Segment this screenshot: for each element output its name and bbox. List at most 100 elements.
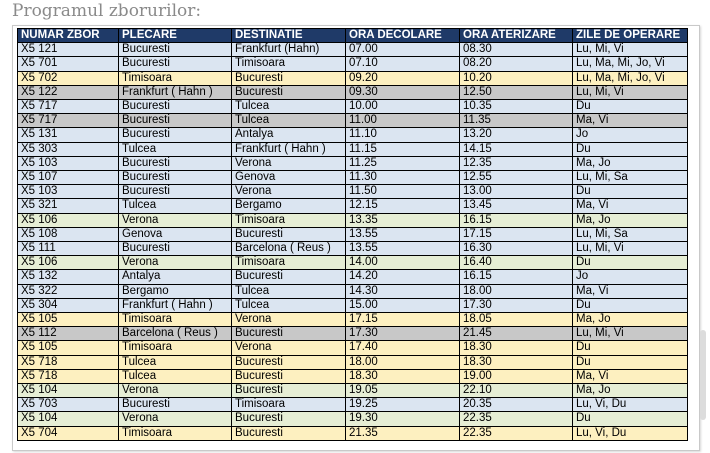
departure-cell: Verona — [118, 212, 232, 228]
operating-days-cell: Du — [572, 255, 688, 271]
landing-time-cell: 18.00 — [459, 283, 573, 299]
departure-cell: Timisoara — [118, 340, 232, 356]
flight-number-cell: X5 717 — [17, 99, 119, 115]
takeoff-time-cell: 17.30 — [345, 326, 460, 342]
flight-number-cell: X5 107 — [17, 170, 119, 186]
operating-days-cell: Lu, Mi, Sa — [572, 170, 688, 186]
operating-days-cell: Lu, Vi, Du — [572, 425, 688, 441]
table-row: X5 702 Timisoara Bucuresti 09.20 10.20 Lu, Ma… — [17, 70, 688, 86]
destination-cell: Timisoara — [231, 212, 346, 228]
takeoff-time-cell: 11.15 — [345, 141, 460, 157]
operating-days-cell: Ma, Jo — [572, 312, 688, 328]
takeoff-time-cell: 10.00 — [345, 99, 460, 115]
table-row: X5 132 Antalya Bucuresti 14.20 16.15 Jo — [17, 269, 688, 285]
table-row: X5 321 Tulcea Bergamo 12.15 13.45 Ma, Vi — [17, 198, 688, 214]
takeoff-time-cell: 14.30 — [345, 283, 460, 299]
flight-number-cell: X5 704 — [17, 425, 119, 441]
departure-cell: Bucuresti — [118, 56, 232, 72]
destination-cell: Bucuresti — [231, 354, 346, 370]
operating-days-cell: Ma, Vi — [572, 113, 688, 129]
flight-number-cell: X5 718 — [17, 354, 119, 370]
landing-time-cell: 11.35 — [459, 113, 573, 129]
destination-cell: Timisoara — [231, 56, 346, 72]
operating-days-cell: Du — [572, 340, 688, 356]
departure-cell: Genova — [118, 226, 232, 243]
landing-time-cell: 17.30 — [459, 297, 573, 314]
takeoff-time-cell: 19.25 — [345, 397, 460, 413]
flight-number-cell: X5 104 — [17, 383, 119, 399]
destination-cell: Tulcea — [231, 113, 346, 129]
departure-cell: Bucuresti — [118, 42, 232, 58]
table-row: X5 717 Bucuresti Tulcea 10.00 10.35 Du — [17, 99, 688, 115]
takeoff-time-cell: 19.05 — [345, 383, 460, 399]
destination-cell: Bucuresti — [231, 326, 346, 342]
landing-time-cell: 16.15 — [459, 212, 573, 228]
landing-time-cell: 16.15 — [459, 269, 573, 285]
operating-days-cell: Lu, Mi, Sa — [572, 226, 688, 243]
destination-cell: Tulcea — [231, 99, 346, 115]
departure-cell: Bucuresti — [118, 170, 232, 186]
operating-days-cell: Du — [572, 297, 688, 314]
departure-cell: Verona — [118, 255, 232, 271]
takeoff-time-cell: 11.50 — [345, 184, 460, 200]
departure-cell: Timisoara — [118, 70, 232, 86]
header-landing-time: ORA ATERIZARE — [459, 27, 573, 44]
takeoff-time-cell: 11.25 — [345, 155, 460, 172]
table-row: X5 717 Bucuresti Tulcea 11.00 11.35 Ma, Vi — [17, 113, 688, 129]
landing-time-cell: 13.20 — [459, 127, 573, 143]
table-row: X5 103 Bucuresti Verona 11.25 12.35 Ma, Jo — [17, 155, 688, 172]
operating-days-cell: Lu, Mi, Vi — [572, 326, 688, 342]
departure-cell: Bucuresti — [118, 113, 232, 129]
flight-number-cell: X5 303 — [17, 141, 119, 157]
table-row: X5 106 Verona Timisoara 14.00 16.40 Du — [17, 255, 688, 271]
destination-cell: Timisoara — [231, 397, 346, 413]
takeoff-time-cell: 09.20 — [345, 70, 460, 86]
takeoff-time-cell: 11.10 — [345, 127, 460, 143]
table-row: X5 112 Barcelona ( Reus ) Bucuresti 17.30 21… — [17, 326, 688, 342]
flight-number-cell: X5 106 — [17, 255, 119, 271]
landing-time-cell: 13.00 — [459, 184, 573, 200]
destination-cell: Timisoara — [231, 255, 346, 271]
table-row: X5 131 Bucuresti Antalya 11.10 13.20 Jo — [17, 127, 688, 143]
destination-cell: Verona — [231, 155, 346, 172]
takeoff-time-cell: 11.00 — [345, 113, 460, 129]
flight-schedule-table: NUMAR ZBOR PLECARE DESTINATIE ORA DECOLA… — [17, 27, 688, 441]
destination-cell: Bucuresti — [231, 411, 346, 427]
flight-number-cell: X5 111 — [17, 241, 119, 257]
takeoff-time-cell: 12.15 — [345, 198, 460, 214]
departure-cell: Verona — [118, 411, 232, 427]
departure-cell: Antalya — [118, 269, 232, 285]
departure-cell: Bergamo — [118, 283, 232, 299]
operating-days-cell: Jo — [572, 269, 688, 285]
flight-number-cell: X5 108 — [17, 226, 119, 243]
flight-number-cell: X5 104 — [17, 411, 119, 427]
table-row: X5 718 Tulcea Bucuresti 18.30 19.00 Ma, Vi — [17, 368, 688, 385]
table-row: X5 103 Bucuresti Verona 11.50 13.00 Du — [17, 184, 688, 200]
departure-cell: Timisoara — [118, 312, 232, 328]
table-row: X5 701 Bucuresti Timisoara 07.10 08.20 Lu, Ma… — [17, 56, 688, 72]
flight-number-cell: X5 106 — [17, 212, 119, 228]
landing-time-cell: 16.30 — [459, 241, 573, 257]
departure-cell: Tulcea — [118, 354, 232, 370]
departure-cell: Bucuresti — [118, 397, 232, 413]
table-row: X5 303 Tulcea Frankfurt ( Hahn ) 11.15 14.15… — [17, 141, 688, 157]
flight-number-cell: X5 132 — [17, 269, 119, 285]
departure-cell: Bucuresti — [118, 99, 232, 115]
destination-cell: Tulcea — [231, 297, 346, 314]
table-row: X5 111 Bucuresti Barcelona ( Reus ) 13.55 16… — [17, 241, 688, 257]
landing-time-cell: 22.10 — [459, 383, 573, 399]
takeoff-time-cell: 13.55 — [345, 226, 460, 243]
scrollbar-thumb[interactable] — [700, 330, 706, 420]
landing-time-cell: 22.35 — [459, 411, 573, 427]
table-row: X5 107 Bucuresti Genova 11.30 12.55 Lu, Mi, S… — [17, 170, 688, 186]
landing-time-cell: 22.35 — [459, 425, 573, 441]
header-operating-days: ZILE DE OPERARE — [572, 27, 688, 44]
flight-number-cell: X5 105 — [17, 340, 119, 356]
flight-number-cell: X5 702 — [17, 70, 119, 86]
departure-cell: Timisoara — [118, 425, 232, 441]
landing-time-cell: 20.35 — [459, 397, 573, 413]
page-title: Programul zborurilor: — [12, 1, 202, 21]
destination-cell: Bucuresti — [231, 425, 346, 441]
operating-days-cell: Lu, Mi, Vi — [572, 84, 688, 101]
landing-time-cell: 10.20 — [459, 70, 573, 86]
